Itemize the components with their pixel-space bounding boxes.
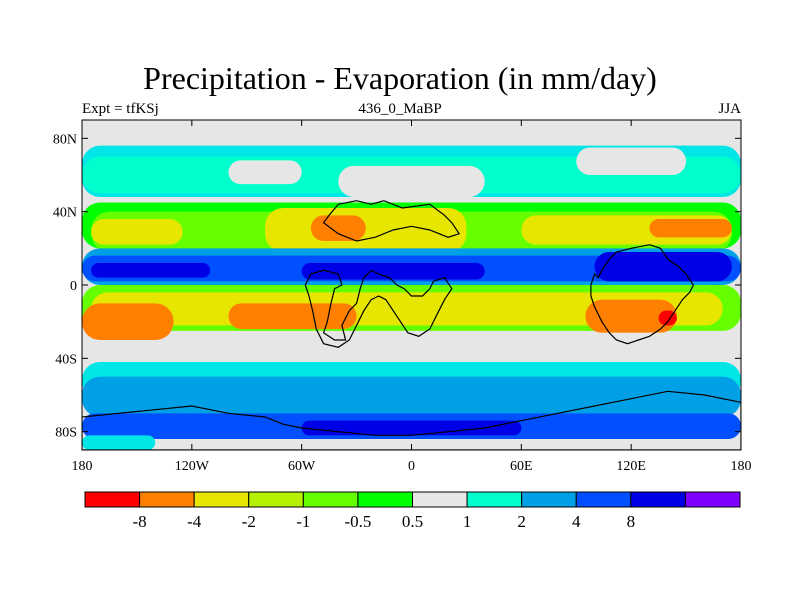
- lat-tick-label: 80S: [55, 426, 77, 441]
- colorbar-label: -1: [296, 512, 310, 531]
- precip-region: [91, 263, 211, 278]
- colorbar-label: 1: [463, 512, 472, 531]
- precip-region: [301, 420, 522, 436]
- precip-region: [310, 215, 366, 241]
- season-label: JJA: [718, 101, 741, 117]
- lon-tick-label: 60W: [288, 459, 316, 474]
- land-outline-eastern-continent: [590, 244, 695, 345]
- colorbar-swatch: [193, 491, 250, 508]
- precip-region: [265, 208, 467, 252]
- experiment-label: Expt = tfKSj: [82, 101, 159, 117]
- lat-tick-label: 80N: [53, 132, 77, 147]
- colorbar-swatch: [84, 491, 141, 508]
- colorbar-swatch: [630, 491, 686, 508]
- colorbar-swatch: [684, 491, 741, 508]
- colorbar-label: -0.5: [344, 512, 371, 531]
- precip-region: [594, 252, 732, 282]
- precip-fields-layer: [82, 145, 741, 450]
- lon-tick-label: 60E: [510, 459, 533, 474]
- lat-tick-label: 40S: [55, 352, 77, 367]
- colorbar-label: 2: [517, 512, 526, 531]
- period-label: 436_0_MaBP: [358, 101, 442, 117]
- lat-tick-label: 0: [70, 279, 77, 294]
- colorbar-swatch: [139, 491, 195, 508]
- colorbar-swatch: [521, 491, 577, 508]
- precip-region: [82, 376, 741, 417]
- lon-tick-label: 120W: [175, 459, 210, 474]
- land-outline-layer: [82, 200, 741, 450]
- colorbar-swatch: [575, 491, 632, 508]
- colorbar: -8 -4 -2 -1 -0.5 0.5 1 2 4 8: [84, 491, 741, 531]
- precip-region: [82, 303, 174, 340]
- precip-region: [228, 160, 302, 185]
- precip-region: [155, 439, 741, 450]
- precip-region: [649, 219, 732, 238]
- colorbar-label: 0.5: [402, 512, 423, 531]
- lon-tick-label: 0: [408, 459, 415, 474]
- precip-region: [411, 340, 613, 362]
- precip-region: [118, 340, 320, 359]
- colorbar-swatch: [466, 491, 523, 508]
- land-outline-north-landmass: [322, 200, 461, 242]
- colorbar-swatch: [412, 491, 468, 508]
- colorbar-label: 4: [572, 512, 581, 531]
- precip-region: [338, 165, 485, 197]
- precip-region: [91, 219, 183, 245]
- lat-tick-label: 40N: [53, 206, 77, 221]
- colorbar-label: -4: [187, 512, 202, 531]
- colorbar-label: -2: [242, 512, 256, 531]
- lon-tick-label: 120E: [616, 459, 646, 474]
- colorbar-swatch: [302, 491, 359, 508]
- page-title: Precipitation - Evaporation (in mm/day): [143, 60, 657, 96]
- precip-region: [82, 435, 156, 450]
- colorbar-swatch: [248, 491, 304, 508]
- precip-region: [301, 263, 485, 280]
- precip-region: [228, 303, 357, 329]
- land-outline-southern-continent: [82, 390, 741, 450]
- colorbar-swatch: [357, 491, 413, 508]
- colorbar-label: -8: [132, 512, 146, 531]
- land-outline-equatorial-west: [304, 269, 453, 348]
- lon-tick-label: 180: [72, 459, 93, 474]
- precip-region: [576, 147, 687, 175]
- colorbar-label: 8: [627, 512, 636, 531]
- precip-region: [585, 299, 677, 333]
- axis-layer: 80N 40N 0 40S 80S 180 120W 60W 0 60E 120E 180: [53, 120, 752, 474]
- lon-tick-label: 180: [731, 459, 752, 474]
